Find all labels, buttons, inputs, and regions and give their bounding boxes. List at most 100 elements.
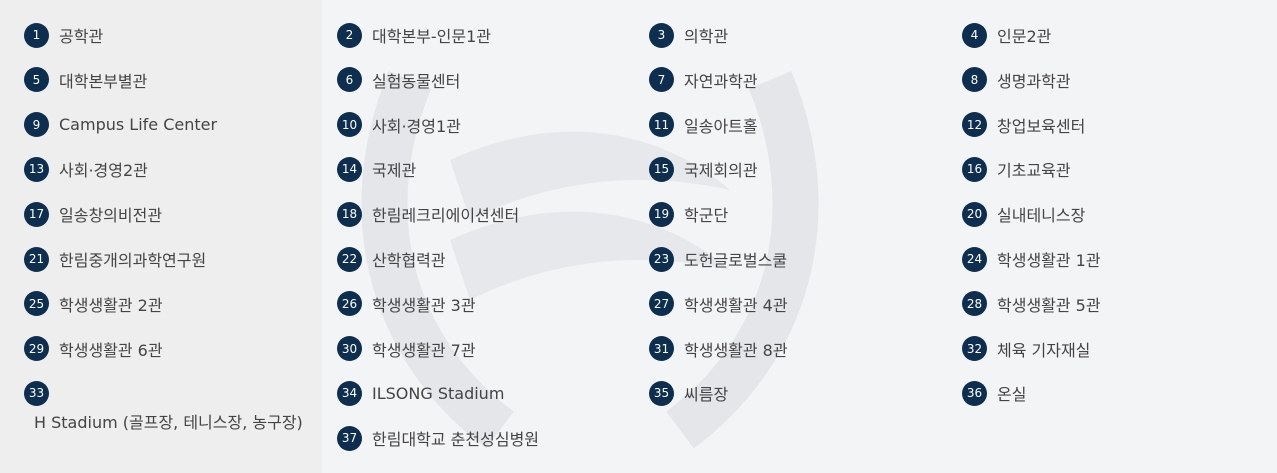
building-item-29[interactable]: 29 학생생활관 6관 xyxy=(24,336,163,362)
building-number-badge: 11 xyxy=(649,112,674,138)
building-item-5[interactable]: 5 대학본부별관 xyxy=(24,67,147,93)
building-item-3[interactable]: 3 의학관 xyxy=(649,22,728,48)
building-item-20[interactable]: 20 실내테니스장 xyxy=(962,201,1085,227)
building-item-12[interactable]: 12 창업보육센터 xyxy=(962,112,1085,138)
building-item-35[interactable]: 35 씨름장 xyxy=(649,380,728,406)
building-label: 학생생활관 4관 xyxy=(684,295,788,315)
building-label: 공학관 xyxy=(59,27,104,46)
building-label: 창업보육센터 xyxy=(997,116,1086,136)
building-number-badge: 6 xyxy=(337,67,362,93)
building-item-7[interactable]: 7 자연과학관 xyxy=(649,67,758,93)
building-number-badge: 22 xyxy=(337,246,362,272)
building-item-11[interactable]: 11 일송아트홀 xyxy=(649,112,758,138)
building-label: 사회·경영1관 xyxy=(372,116,461,136)
building-label: 국제관 xyxy=(372,161,417,181)
building-number-badge: 33 xyxy=(24,380,49,406)
building-label: 사회·경영2관 xyxy=(59,161,148,181)
building-number-badge: 28 xyxy=(962,291,987,317)
building-label: 씨름장 xyxy=(684,385,729,405)
building-number-badge: 16 xyxy=(962,156,987,182)
building-label: 학군단 xyxy=(684,206,729,226)
building-item-10[interactable]: 10 사회·경영1관 xyxy=(337,112,461,138)
building-item-4[interactable]: 4 인문2관 xyxy=(962,22,1051,48)
building-item-31[interactable]: 31 학생생활관 8관 xyxy=(649,336,788,362)
building-item-37[interactable]: 37 한림대학교 춘천성심병원 xyxy=(337,425,539,451)
building-number-badge: 20 xyxy=(962,201,987,227)
building-number-badge: 23 xyxy=(649,246,674,272)
building-label: 한림대학교 춘천성심병원 xyxy=(372,430,540,449)
building-label: 실험동물센터 xyxy=(372,71,461,91)
building-item-13[interactable]: 13 사회·경영2관 xyxy=(24,156,148,182)
building-item-34[interactable]: 34 ILSONG Stadium xyxy=(337,380,504,406)
building-number-badge: 7 xyxy=(649,67,674,93)
building-item-27[interactable]: 27 학생생활관 4관 xyxy=(649,291,788,317)
building-number-badge: 4 xyxy=(962,22,987,48)
building-item-33[interactable]: 33 xyxy=(24,380,49,406)
building-item-23[interactable]: 23 도헌글로벌스쿨 xyxy=(649,246,787,272)
building-item-22[interactable]: 22 산학협력관 xyxy=(337,246,446,272)
building-number-badge: 3 xyxy=(649,22,674,48)
building-label: H Stadium (골프장, 테니스장, 농구장) xyxy=(34,413,303,432)
building-label: 대학본부별관 xyxy=(59,71,148,91)
building-number-badge: 13 xyxy=(24,156,49,182)
building-label: 체육 기자재실 xyxy=(997,340,1091,360)
building-number-badge: 19 xyxy=(649,201,674,227)
building-number-badge: 2 xyxy=(337,22,362,48)
building-number-badge: 31 xyxy=(649,336,674,362)
building-item-32[interactable]: 32 체육 기자재실 xyxy=(962,336,1090,362)
building-number-badge: 25 xyxy=(24,291,49,317)
building-label: 실내테니스장 xyxy=(997,206,1086,226)
building-number-badge: 12 xyxy=(962,112,987,138)
building-number-badge: 15 xyxy=(649,156,674,182)
building-label: 대학본부-인문1관 xyxy=(372,27,491,46)
building-label: 일송창의비전관 xyxy=(59,206,163,226)
building-item-30[interactable]: 30 학생생활관 7관 xyxy=(337,336,476,362)
building-item-17[interactable]: 17 일송창의비전관 xyxy=(24,201,162,227)
building-item-36[interactable]: 36 온실 xyxy=(962,380,1026,406)
building-label: 학생생활관 8관 xyxy=(684,340,788,360)
building-item-2[interactable]: 2 대학본부-인문1관 xyxy=(337,22,491,48)
building-number-badge: 10 xyxy=(337,112,362,138)
building-item-14[interactable]: 14 국제관 xyxy=(337,156,416,182)
building-item-16[interactable]: 16 기초교육관 xyxy=(962,156,1071,182)
building-label: 한림레크리에이션센터 xyxy=(372,206,520,226)
building-number-badge: 8 xyxy=(962,67,987,93)
building-label: 국제회의관 xyxy=(684,161,758,181)
building-number-badge: 29 xyxy=(24,336,49,362)
building-number-badge: 1 xyxy=(24,22,49,48)
building-label: 온실 xyxy=(997,385,1027,405)
building-label: 산학협력관 xyxy=(372,251,446,270)
building-label: 학생생활관 2관 xyxy=(59,295,163,315)
building-label: 일송아트홀 xyxy=(684,116,758,136)
building-item-1[interactable]: 1 공학관 xyxy=(24,22,103,48)
building-label: 한림중개의과학연구원 xyxy=(59,251,207,270)
building-label: 의학관 xyxy=(684,27,729,46)
building-number-badge: 17 xyxy=(24,201,49,227)
building-item-6[interactable]: 6 실험동물센터 xyxy=(337,67,460,93)
building-item-25[interactable]: 25 학생생활관 2관 xyxy=(24,291,163,317)
building-number-badge: 27 xyxy=(649,291,674,317)
building-number-badge: 14 xyxy=(337,156,362,182)
building-item-18[interactable]: 18 한림레크리에이션센터 xyxy=(337,201,519,227)
building-number-badge: 34 xyxy=(337,380,362,406)
building-item-26[interactable]: 26 학생생활관 3관 xyxy=(337,291,476,317)
building-number-badge: 37 xyxy=(337,425,362,451)
building-label: Campus Life Center xyxy=(59,115,218,135)
building-item-15[interactable]: 15 국제회의관 xyxy=(649,156,758,182)
building-number-badge: 18 xyxy=(337,201,362,227)
building-item-28[interactable]: 28 학생생활관 5관 xyxy=(962,291,1101,317)
building-number-badge: 36 xyxy=(962,380,987,406)
first-column-background xyxy=(0,0,322,473)
building-item-19[interactable]: 19 학군단 xyxy=(649,201,728,227)
building-number-badge: 21 xyxy=(24,246,49,272)
building-item-21[interactable]: 21 한림중개의과학연구원 xyxy=(24,246,206,272)
building-label: 인문2관 xyxy=(997,27,1052,46)
building-item-9[interactable]: 9 Campus Life Center xyxy=(24,112,217,138)
building-label: 학생생활관 3관 xyxy=(372,295,476,315)
building-item-8[interactable]: 8 생명과학관 xyxy=(962,67,1071,93)
building-number-badge: 30 xyxy=(337,336,362,362)
building-number-badge: 9 xyxy=(24,112,49,138)
building-number-badge: 26 xyxy=(337,291,362,317)
building-item-24[interactable]: 24 학생생활관 1관 xyxy=(962,246,1101,272)
